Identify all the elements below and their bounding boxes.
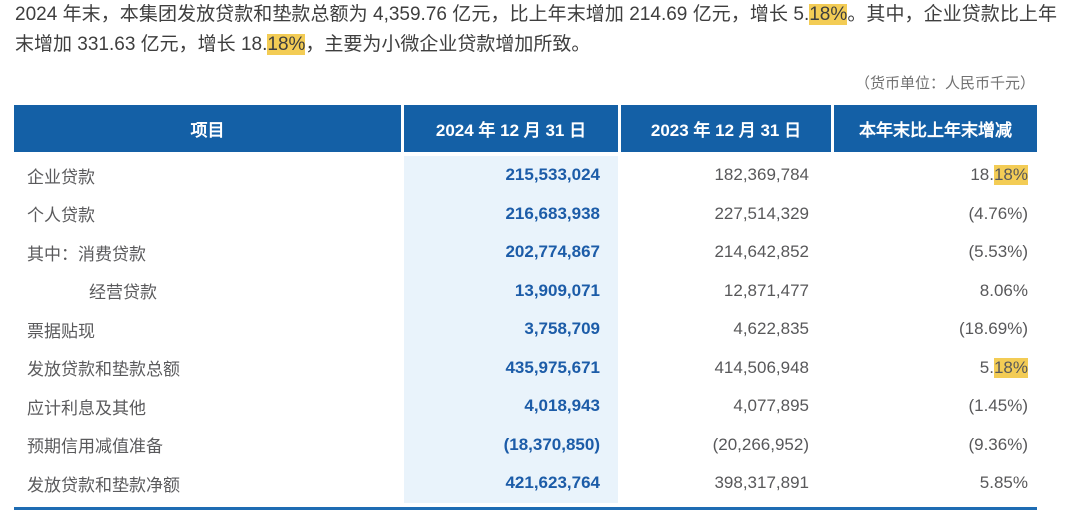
value-2024: 202,774,867 [404,233,618,272]
table-body: 企业贷款 215,533,024 182,369,784 18. 18% 个人贷款 216,… [14,156,1037,510]
text-segment: 。其中，企业贷款比上年末增加 331.63 亿元，增长 18. [15,4,1057,55]
value-change: 5. 18% [834,349,1037,388]
value-change: (4.76%) [834,195,1037,234]
text-segment: (4.76%) [968,203,1028,223]
text-segment: (18.69%) [959,319,1028,339]
summary-paragraph: 2024 年末，本集团发放贷款和垫款总额为 4,359.76 亿元，比上年末增加… [15,0,1057,60]
column-header-1: 2024 年 12 月 31 日 [404,105,618,152]
value-change: 8.06% [834,272,1037,311]
value-2023: 227,514,329 [714,203,809,223]
value-change: (9.36%) [834,426,1037,465]
value-2024: 3,758,709 [404,310,618,349]
highlighted-text: 18% [809,4,848,25]
table-header-row: 项目 2024 年 12 月 31 日 2023 年 12 月 31 日本年末比上年… [14,105,1037,152]
column-header-2: 2023 年 12 月 31 日 [621,105,831,152]
row-label: 发放贷款和垫款净额 [27,475,180,495]
row-label: 经营贷款 [89,283,157,303]
text-segment: (5.53%) [968,242,1028,262]
value-change: (5.53%) [834,233,1037,272]
value-2024: 216,683,938 [404,194,618,233]
text-segment: 5.85% [979,473,1028,493]
value-2023: 398,317,891 [714,473,809,493]
value-2024: 13,909,071 [404,271,618,310]
table-row: 发放贷款和垫款总额 435,975,671 414,506,948 5. 18% [14,348,1037,388]
row-label: 企业贷款 [27,167,95,187]
value-2024: 4,018,943 [404,387,618,426]
table-row: 个人贷款 216,683,938 227,514,329 (4.76%) [14,194,1037,234]
table-row: 企业贷款 215,533,024 182,369,784 18. 18% [14,156,1037,195]
row-label: 应计利息及其他 [27,398,146,418]
highlighted-text: 18% [267,34,306,55]
text-segment: (1.45%) [968,396,1028,416]
text-segment: (9.36%) [968,434,1028,454]
value-2023: 4,622,835 [733,319,809,339]
value-change: (1.45%) [834,387,1037,426]
value-2023: 414,506,948 [714,357,809,377]
value-change: (18.69%) [834,310,1037,349]
highlighted-text: 18% [993,357,1028,378]
value-2024: 215,533,024 [404,156,618,195]
value-2024: 435,975,671 [404,348,618,387]
row-label: 其中：消费贷款 [27,244,146,264]
column-header-0: 项目 [14,105,401,152]
table-row: 预期信用减值准备 (18,370,850) (20,266,952) (9.36%) [14,425,1037,465]
value-2023: 4,077,895 [733,396,809,416]
loans-and-advances-table: 项目 2024 年 12 月 31 日 2023 年 12 月 31 日本年末比上年… [14,105,1037,510]
table-row: 应计利息及其他 4,018,943 4,077,895 (1.45%) [14,387,1037,426]
column-header-3: 本年末比上年末增减 [834,105,1037,152]
text-segment: 8.06% [979,280,1028,300]
row-label: 发放贷款和垫款总额 [27,360,180,380]
value-change: 5.85% [834,464,1037,503]
text-segment: 2024 年末，本集团发放贷款和垫款总额为 4,359.76 亿元，比上年末增加… [15,4,810,25]
value-2023: (20,266,952) [712,434,809,454]
value-2023: 12,871,477 [723,280,809,300]
value-2024: 421,623,764 [404,464,618,503]
row-label: 个人贷款 [27,206,95,226]
table-row: 经营贷款 13,909,071 12,871,477 8.06% [14,271,1037,311]
text-segment: 5. [979,357,994,377]
table-row: 发放贷款和垫款净额 421,623,764 398,317,891 5.85% [14,464,1037,503]
row-label: 票据贴现 [27,321,95,341]
value-2024: (18,370,850) [404,425,618,464]
table-row: 票据贴现 3,758,709 4,622,835 (18.69%) [14,310,1037,349]
value-change: 18. 18% [834,156,1037,195]
table-row: 其中：消费贷款 202,774,867 214,642,852 (5.53%) [14,233,1037,272]
text-segment: 18. [970,165,994,185]
value-2023: 214,642,852 [714,242,809,262]
value-2023: 182,369,784 [714,165,809,185]
currency-unit-note: （货币单位：人民币千元） [854,75,1035,92]
text-segment: ，主要为小微企业贷款增加所致。 [305,34,591,55]
row-label: 预期信用减值准备 [27,437,163,457]
highlighted-text: 18% [993,165,1028,186]
